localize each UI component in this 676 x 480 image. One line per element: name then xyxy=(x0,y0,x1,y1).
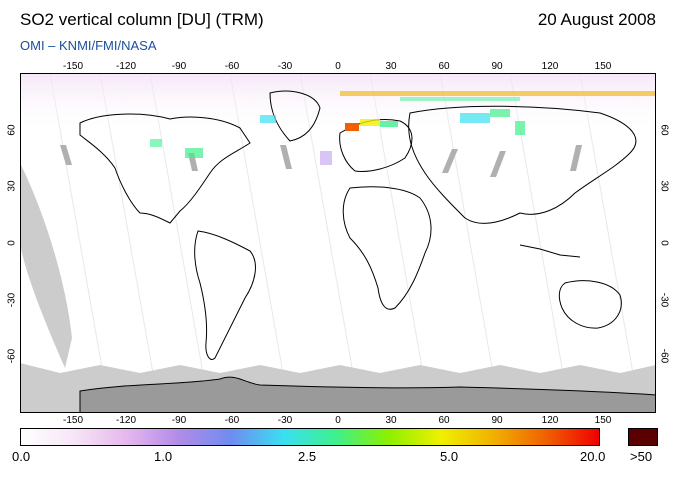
lon-tick: -30 xyxy=(277,61,293,72)
colorbar-label: 2.5 xyxy=(298,449,317,464)
lon-tick: -60 xyxy=(224,415,240,426)
so2-hotspot-siberia xyxy=(515,121,525,135)
so2-hotspot-scandinavia-2 xyxy=(360,119,380,126)
lon-tick: 120 xyxy=(541,415,559,426)
so2-hotspots xyxy=(150,91,656,165)
continents xyxy=(79,90,637,360)
indonesia xyxy=(519,244,581,258)
lat-tick: 0 xyxy=(6,240,18,246)
so2-hotspot-scandinavia xyxy=(345,123,359,131)
lat-tick: 30 xyxy=(6,180,18,192)
map-border xyxy=(20,73,656,413)
title: SO2 vertical column [DU] (TRM) xyxy=(20,10,264,29)
so2-hotspot-atlantic xyxy=(320,151,332,165)
so2-hotspot-arctic xyxy=(340,91,656,96)
lon-tick: 0 xyxy=(335,61,341,72)
lon-tick: 90 xyxy=(491,415,503,426)
lon-tick: 30 xyxy=(385,61,397,72)
lat-tick: -30 xyxy=(658,292,670,308)
so2-hotspot-russia-2 xyxy=(490,109,510,117)
asia xyxy=(408,105,637,224)
colorbar xyxy=(20,428,600,446)
antarctica xyxy=(79,376,657,414)
date: 20 August 2008 xyxy=(537,10,656,29)
colorbar-label: 1.0 xyxy=(154,449,173,464)
so2-hotspot-baltic xyxy=(380,121,398,127)
so2-hotspot-great-lakes xyxy=(185,148,203,158)
colorbar-label: 0.0 xyxy=(12,449,31,464)
colorbar-over-box xyxy=(628,428,658,446)
lat-tick: -60 xyxy=(658,348,670,364)
lon-tick: -60 xyxy=(224,61,240,72)
south-america xyxy=(194,230,256,360)
orbit-gaps xyxy=(60,145,582,177)
colorbar-over-label: >50 xyxy=(630,449,653,464)
lat-tick: 0 xyxy=(658,240,670,246)
so2-background-north xyxy=(20,73,656,133)
so2-hotspot-aleutians xyxy=(260,115,276,123)
lon-tick: 0 xyxy=(335,415,341,426)
so2-hotspot-arctic-green xyxy=(400,97,520,101)
lon-tick: -150 xyxy=(62,61,84,72)
so2-hotspot-canada xyxy=(150,139,162,147)
lat-tick: -30 xyxy=(6,292,18,308)
lon-tick: 90 xyxy=(491,61,503,72)
lat-tick: 60 xyxy=(6,124,18,136)
north-america xyxy=(79,113,251,224)
lon-tick: 30 xyxy=(385,415,397,426)
map-svg xyxy=(20,72,657,414)
lat-tick: -60 xyxy=(6,348,18,364)
lon-tick: 120 xyxy=(541,61,559,72)
lon-tick: -120 xyxy=(115,61,137,72)
lon-tick: 150 xyxy=(594,415,612,426)
colorbar-label: 5.0 xyxy=(440,449,459,464)
lon-tick: -90 xyxy=(171,415,187,426)
australia xyxy=(558,280,622,329)
lon-tick: 60 xyxy=(438,61,450,72)
no-data-wedge-west xyxy=(20,163,72,368)
lon-tick: 60 xyxy=(438,415,450,426)
so2-hotspot-russia xyxy=(460,113,490,123)
lon-tick: -150 xyxy=(62,415,84,426)
colorbar-label: 20.0 xyxy=(580,449,606,464)
lon-tick: -90 xyxy=(171,61,187,72)
lon-tick: 150 xyxy=(594,61,612,72)
lat-tick: 30 xyxy=(658,180,670,192)
africa xyxy=(342,186,432,310)
source-credit: OMI – KNMI/FMI/NASA xyxy=(20,38,157,53)
world-map xyxy=(20,72,657,414)
lon-tick: -30 xyxy=(277,415,293,426)
lat-tick: 60 xyxy=(658,124,670,136)
lon-tick: -120 xyxy=(115,415,137,426)
